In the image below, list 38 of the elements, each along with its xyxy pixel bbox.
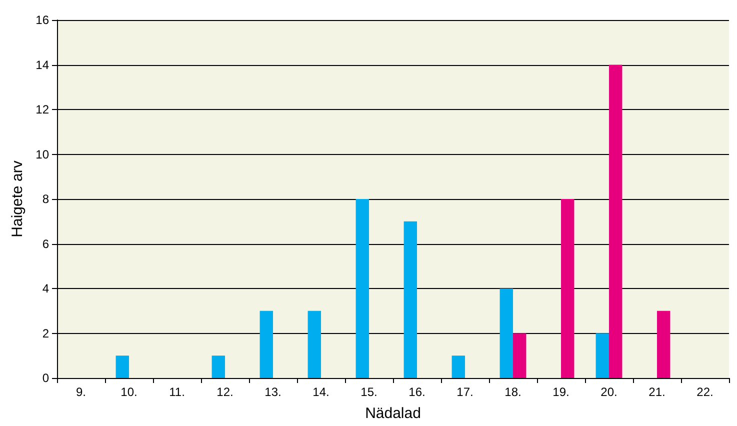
x-tick-label: 12. [216, 385, 234, 399]
x-axis-title: Nädalad [365, 405, 421, 422]
x-tick-label: 21. [648, 385, 666, 399]
bar [561, 199, 574, 378]
bar [500, 288, 513, 378]
y-axis-title: Haigete arv [8, 160, 26, 238]
y-tick-label: 8 [42, 192, 50, 206]
x-tick-label: 10. [120, 385, 138, 399]
y-tick-label: 0 [42, 371, 50, 385]
bar [116, 356, 129, 378]
y-tick-label: 14 [36, 58, 50, 72]
x-tick-label: 11. [169, 385, 185, 399]
bar [657, 310, 670, 378]
bar [609, 64, 622, 378]
x-tick-label: 16. [408, 385, 426, 399]
x-tick-label: 19. [552, 385, 570, 399]
x-tick-label: 13. [264, 385, 282, 399]
bar [260, 310, 273, 378]
y-tick-label: 4 [42, 282, 50, 296]
y-tick-label: 16 [36, 13, 50, 27]
x-tick-label: 18. [504, 385, 522, 399]
y-tick-label: 6 [42, 236, 50, 251]
bar [596, 333, 609, 378]
x-tick-label: 14. [312, 385, 330, 399]
bar [356, 199, 369, 378]
y-tick-label: 2 [42, 326, 50, 340]
x-tick-label: 15. [360, 385, 378, 399]
bar [404, 221, 417, 378]
x-tick-label: 20. [600, 385, 618, 399]
x-tick-label: 17. [456, 385, 474, 399]
bar [212, 356, 225, 378]
bar [452, 356, 465, 378]
bar [308, 310, 321, 378]
x-tick-label: 9. [76, 385, 86, 399]
y-tick-label: 10 [36, 147, 50, 162]
y-tick-label: 12 [36, 102, 50, 116]
x-tick-label: 22. [696, 385, 714, 399]
bar [513, 333, 526, 378]
